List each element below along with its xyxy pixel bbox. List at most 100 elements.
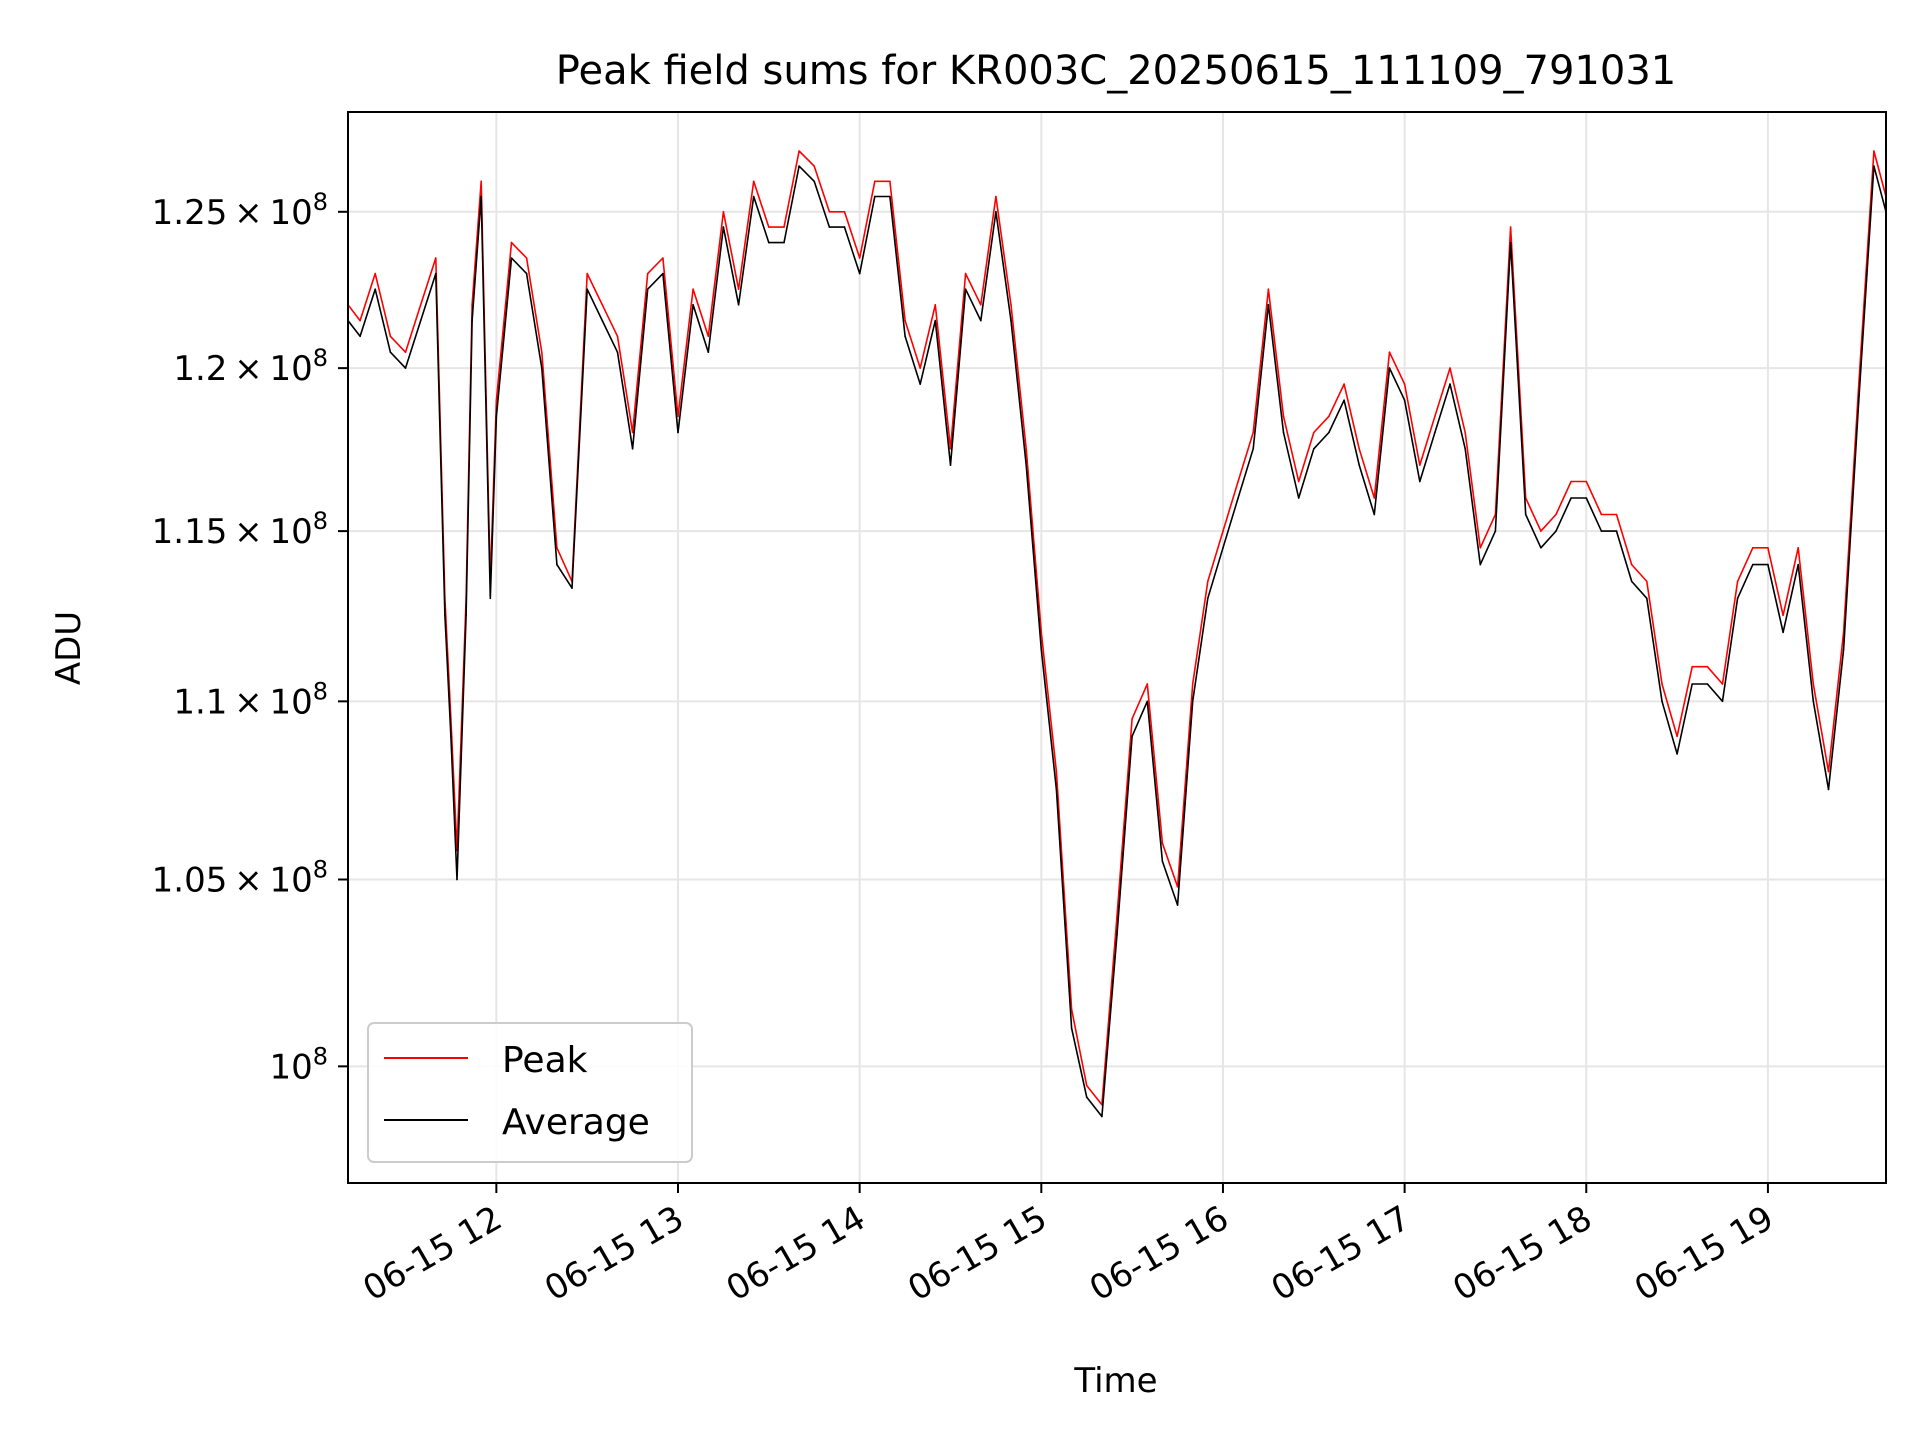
data-point-peak [1373,497,1376,499]
data-point-peak [1025,448,1027,450]
data-point-average [510,257,513,259]
data-point-average [495,415,498,418]
data-point-peak [1555,513,1557,516]
data-point-average [858,272,861,275]
data-point-peak [737,288,740,291]
data-point-average [1025,464,1027,466]
legend: Peak Average [367,1022,693,1163]
data-point-peak [1873,150,1875,152]
data-point-average [949,464,952,466]
data-point-peak [904,319,906,322]
data-point-peak [1600,513,1603,516]
data-point-peak [692,288,694,291]
data-point-peak [722,211,725,213]
data-point-peak [1721,683,1724,685]
data-point-average [404,367,407,369]
data-point-peak [1055,770,1058,773]
data-point-peak [1812,683,1815,685]
data-point-peak [1191,683,1194,685]
data-point-peak [813,165,815,167]
data-point-average [359,335,361,338]
data-point-average [737,304,740,306]
data-point-peak [389,335,392,338]
data-point-average [1797,563,1799,566]
data-point-peak [919,367,921,369]
data-point-average [1055,788,1058,791]
data-point-peak [1736,580,1739,583]
data-point-average [1752,563,1754,566]
data-point-peak [828,211,831,213]
data-point-average [722,226,725,228]
data-point-average [1282,431,1285,434]
data-point-average [828,226,831,228]
data-point-average [768,241,770,244]
series-layer [347,150,1887,1118]
data-point-average [904,335,906,338]
data-point-average [1101,1115,1103,1118]
data-point-average [456,878,458,881]
data-point-peak [419,304,422,306]
data-point-average [1630,580,1633,583]
data-point-average [1646,597,1648,600]
data-point-average [471,319,473,322]
y-tick-label: 1.25 × 108 [152,188,328,233]
data-point-average [798,165,800,167]
series-peak-group [347,150,1887,1106]
data-point-peak [359,319,361,322]
data-point-average [601,319,604,322]
data-point-peak [1767,547,1769,549]
data-point-average [677,431,679,434]
data-point-average [1373,513,1376,516]
data-point-average [1540,547,1542,549]
data-point-peak [525,257,528,259]
data-point-average [1858,399,1860,402]
data-point-average [435,272,437,275]
data-point-peak [707,335,710,338]
data-point-average [964,288,967,291]
data-point-average [1494,530,1497,532]
data-point-peak [843,211,846,213]
data-point-peak [1040,631,1043,634]
data-point-average [586,288,588,291]
data-point-peak [586,272,588,275]
data-point-peak [1540,530,1542,532]
data-point-average [1297,497,1300,499]
data-point-average [525,272,528,275]
data-point-peak [1570,480,1572,483]
data-point-average [571,587,573,589]
data-point-peak [1237,480,1239,483]
data-point-average [1767,563,1769,566]
y-tick-label: 1.2 × 108 [173,344,328,389]
data-point-peak [677,415,679,418]
legend-label-peak: Peak [502,1040,588,1081]
data-point-peak [646,272,649,275]
data-point-peak [1010,304,1012,306]
data-point-average [1600,530,1603,532]
data-point-average [1267,304,1270,306]
data-point-average [1010,319,1012,322]
data-point-average [1661,700,1663,703]
data-point-average [813,180,815,183]
data-point-average [489,597,492,600]
data-point-average [1358,464,1360,466]
data-point-peak [964,272,967,275]
data-point-peak [798,150,800,152]
data-point-average [1040,648,1043,651]
data-point-average [1782,631,1784,634]
data-point-average [1706,683,1709,685]
data-point-average [646,288,649,291]
data-point-average [1509,241,1512,244]
data-point-average [631,448,634,450]
data-point-peak [889,180,891,183]
data-point-average [465,614,467,617]
data-point-average [1812,700,1815,703]
data-point-peak [1403,383,1406,385]
data-point-average [707,351,710,354]
data-point-average [1176,904,1179,906]
y-tick-label: 1.05 × 108 [152,856,328,901]
data-point-average [995,211,997,213]
y-tick-label: 1.15 × 108 [152,507,328,552]
data-point-average [889,195,891,198]
data-point-peak [1267,288,1270,291]
